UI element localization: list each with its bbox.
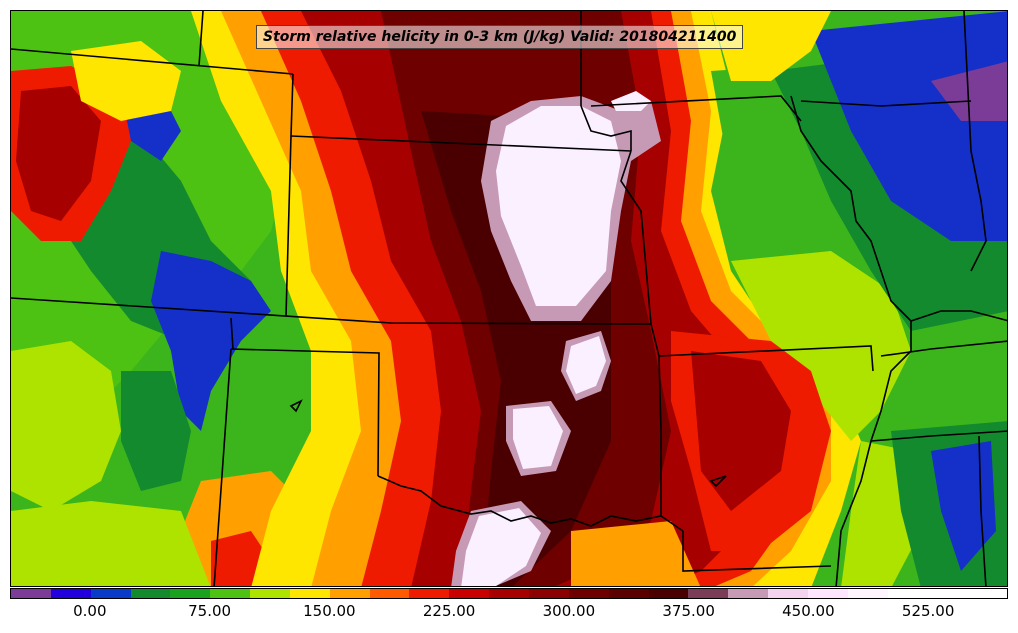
border-illinois-indiana <box>963 11 987 272</box>
colorbar-tick-label: 150.00 <box>303 602 356 620</box>
field-east-lime <box>731 251 911 441</box>
map-title-box: Storm relative helicity in 0-3 km (J/kg)… <box>256 25 744 49</box>
border-kentucky-tennessee <box>880 340 1007 357</box>
colorbar-tick-label: 300.00 <box>542 602 596 620</box>
border-ok-ar <box>650 323 662 516</box>
colorbar-segment <box>329 589 370 598</box>
field-nw-darkred <box>16 86 101 221</box>
colorbar-segment <box>130 589 171 598</box>
colorbar-tick-labels: 0.00 75.00 150.00 225.00 300.00 375.00 450.00 5… <box>10 602 1008 624</box>
border-nm-ok-panhandle <box>230 348 380 477</box>
colorbar-segment <box>90 589 131 598</box>
colorbar-segment <box>688 589 729 598</box>
field-extreme-white-s2 <box>461 508 541 586</box>
map-panel: Storm relative helicity in 0-3 km (J/kg)… <box>10 10 1008 587</box>
colorbar-segment <box>210 589 251 598</box>
field-west-darkgreen-2 <box>121 371 191 491</box>
border-lake-ark <box>709 475 727 488</box>
colorbar-segment <box>608 589 649 598</box>
border-lake-ok <box>289 399 303 413</box>
colorbar-tick-label: 450.00 <box>782 602 835 620</box>
colorbar-segment <box>409 589 450 598</box>
border-iowa-missouri <box>580 105 632 151</box>
field-extreme-white-north <box>496 106 621 306</box>
colorbar-segment <box>728 589 769 598</box>
border-colorado-east <box>290 73 294 137</box>
border-nm-east <box>213 348 232 586</box>
field-east-purple <box>931 61 1007 121</box>
field-extreme-white-ne <box>611 91 651 111</box>
colorbar-segment <box>250 589 290 598</box>
colorbar-segment <box>528 589 569 598</box>
field-east-darkred-sw <box>691 351 791 511</box>
field-east-blue <box>811 11 1007 241</box>
colorbar-segment <box>449 589 490 598</box>
colorbar-segment <box>11 589 51 598</box>
colorbar-segment <box>369 589 410 598</box>
border-arkansas-south <box>682 531 832 572</box>
colorbar-segment <box>927 589 968 598</box>
colorbar-tick-label: 75.00 <box>188 602 232 620</box>
border-ohio-river <box>910 310 1007 322</box>
field-south-orange <box>571 521 701 586</box>
colorbar-segment <box>887 589 928 598</box>
border-mississippi-river <box>790 95 912 586</box>
border-wisc-illinois <box>800 100 972 107</box>
field-west-yellow <box>11 341 121 511</box>
field-extreme-white-s1 <box>513 406 563 469</box>
border-nebraska-kansas <box>290 135 632 152</box>
border-wyoming-colorado-north <box>11 48 294 75</box>
border-colorado-kansas <box>285 135 292 317</box>
border-missouri-arkansas <box>658 345 874 372</box>
colorbar-segment <box>289 589 330 598</box>
colorbar-segment <box>648 589 689 598</box>
map-title: Storm relative helicity in 0-3 km (J/kg)… <box>263 29 737 45</box>
border-missouri-kansas <box>620 150 652 325</box>
colorbar-segment <box>568 589 609 598</box>
colorbar-tick-label: 375.00 <box>662 602 715 620</box>
colorbar-segment <box>847 589 888 598</box>
border-wy-vertical <box>198 11 204 67</box>
colorbar <box>10 588 1008 599</box>
colorbar-tick-label: 525.00 <box>901 602 955 620</box>
border-ms-al <box>978 435 987 586</box>
political-borders <box>11 11 1007 586</box>
border-oklahoma-red-river <box>377 475 684 532</box>
colorbar-segment <box>807 589 848 598</box>
border-nm-north <box>230 317 234 350</box>
colorbar-segment <box>967 589 1008 598</box>
colorbar-segment <box>50 589 91 598</box>
colorbar-tick-label: 0.00 <box>73 602 107 620</box>
border-tennessee-ms <box>870 430 1007 442</box>
helicity-map <box>11 11 1007 586</box>
colorbar-segment <box>170 589 211 598</box>
field-sw-yellow <box>11 501 211 586</box>
colorbar-tick-label: 225.00 <box>422 602 476 620</box>
colorbar-segment <box>768 589 808 598</box>
field-west-blue <box>151 251 271 431</box>
colorbar-segment <box>489 589 529 598</box>
border-iowa-north <box>590 95 802 122</box>
border-nebraska-south-colorado <box>11 297 652 325</box>
field-extreme-white-mid <box>566 336 606 394</box>
